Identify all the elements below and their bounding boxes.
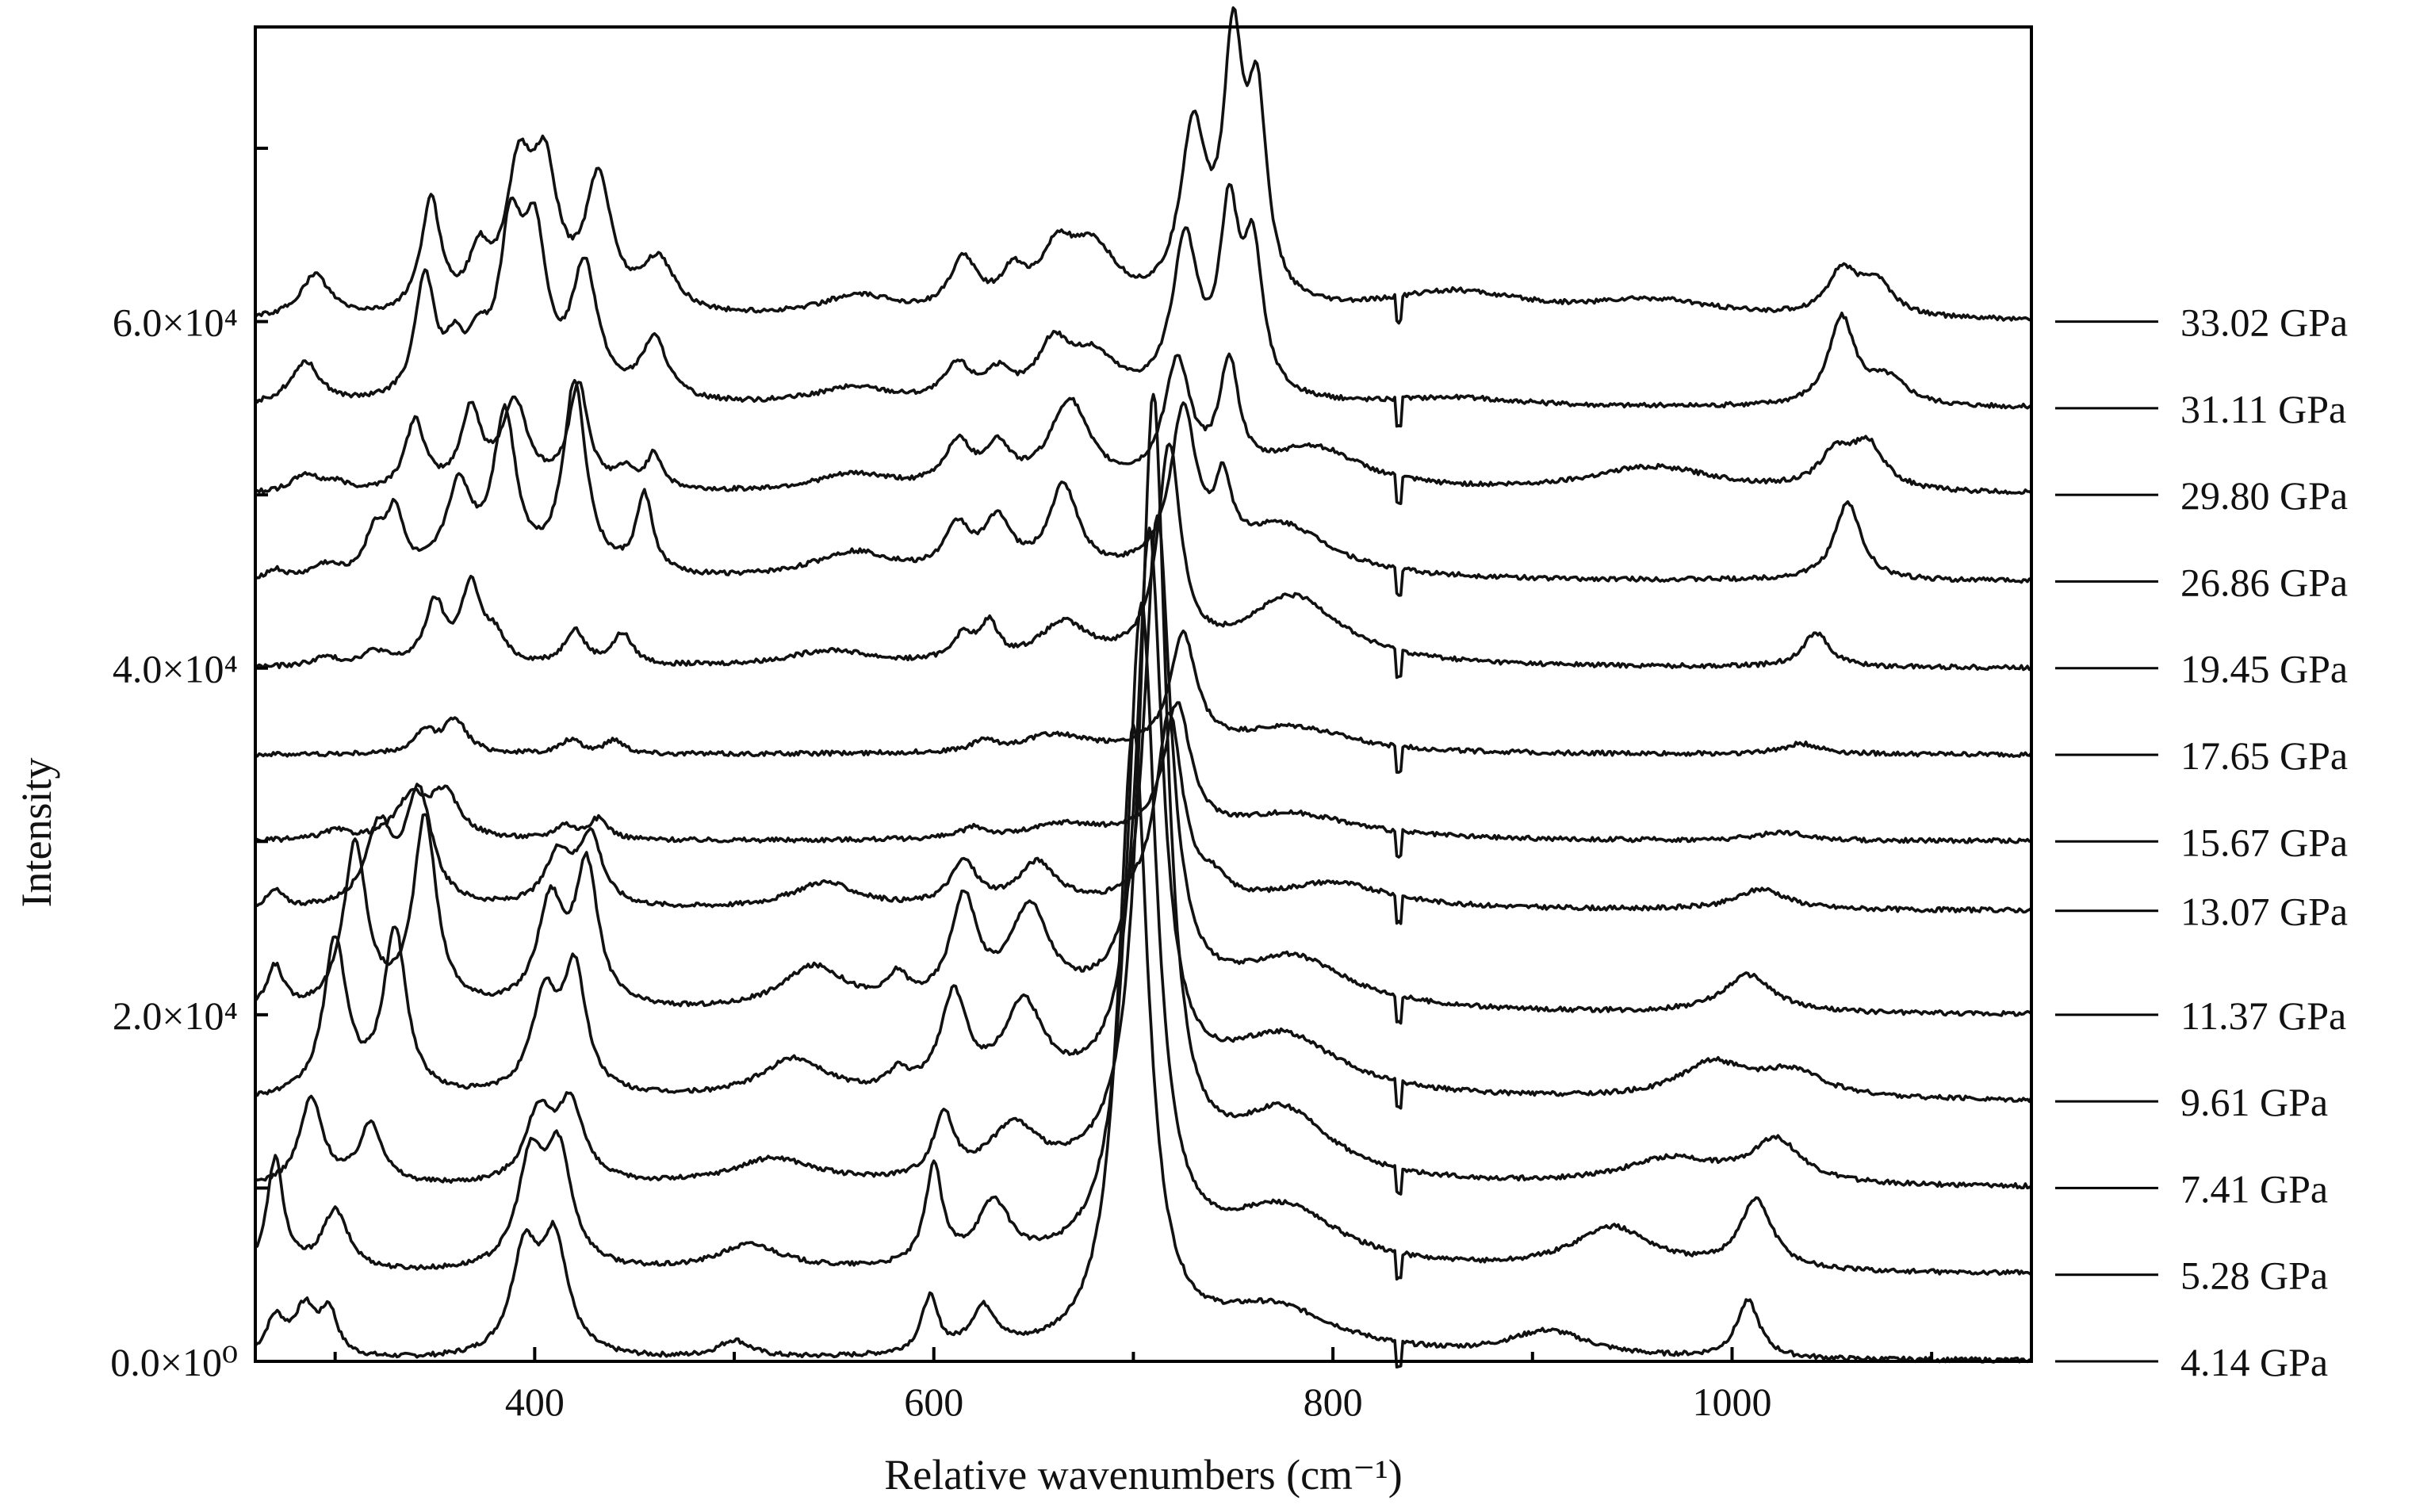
x-axis: 400 600 800 1000 bbox=[333, 1347, 1934, 1424]
spectrum-33-02-gpa bbox=[254, 6, 2032, 325]
legend-label: 29.80 GPa bbox=[2180, 473, 2348, 518]
legend-label: 13.07 GPa bbox=[2180, 890, 2348, 934]
x-axis-label: Relative wavenumbers (cm⁻¹) bbox=[884, 1451, 1402, 1499]
spectrum-31-11-gpa bbox=[254, 182, 2033, 428]
plot-frame bbox=[254, 25, 2033, 1363]
spectrum-29-80-gpa bbox=[255, 352, 2033, 506]
pressure-legend: 4.14 GPa 5.28 GPa 7.41 GPa 9.61 GPa 11.37 GP… bbox=[2055, 300, 2348, 1384]
x-tick-label: 1000 bbox=[1692, 1380, 1771, 1424]
y-tick-label: 4.0×10⁴ bbox=[113, 647, 238, 691]
legend-label: 17.65 GPa bbox=[2180, 733, 2348, 778]
spectrum-17-65-gpa bbox=[255, 629, 2033, 774]
legend-label: 15.67 GPa bbox=[2180, 820, 2348, 864]
spectrum-7-41-gpa bbox=[255, 392, 2033, 1196]
spectrum-13-07-gpa bbox=[254, 711, 2033, 925]
y-tick-label: 2.0×10⁴ bbox=[113, 993, 238, 1038]
y-tick-label: 6.0×10⁴ bbox=[113, 300, 238, 345]
spectrum-19-45-gpa bbox=[254, 442, 2033, 679]
x-tick-label: 600 bbox=[904, 1380, 963, 1424]
spectrum-4-14-gpa bbox=[254, 723, 2032, 1368]
legend-label: 33.02 GPa bbox=[2180, 300, 2348, 345]
legend-label: 31.11 GPa bbox=[2180, 387, 2346, 431]
y-axis-label: Intensity bbox=[13, 758, 60, 908]
legend-label: 26.86 GPa bbox=[2180, 560, 2348, 604]
legend-label: 7.41 GPa bbox=[2180, 1166, 2328, 1211]
x-tick-label: 800 bbox=[1304, 1380, 1363, 1424]
spectrum-15-67-gpa bbox=[255, 701, 2031, 859]
y-tick-label: 0.0×10⁰ bbox=[110, 1340, 238, 1384]
legend-label: 4.14 GPa bbox=[2180, 1340, 2328, 1384]
spectrum-11-37-gpa bbox=[254, 514, 2033, 1025]
spectrum-26-86-gpa bbox=[254, 378, 2031, 597]
x-tick-label: 400 bbox=[505, 1380, 565, 1424]
legend-label: 5.28 GPa bbox=[2180, 1254, 2328, 1298]
legend-label: 9.61 GPa bbox=[2180, 1080, 2328, 1124]
y-axis: 0.0×10⁰ 2.0×10⁴ 4.0×10⁴ 6.0×10⁴ bbox=[110, 147, 268, 1384]
spectrum-traces bbox=[254, 6, 2033, 1368]
spectrum-9-61-gpa bbox=[255, 526, 2033, 1110]
legend-label: 19.45 GPa bbox=[2180, 647, 2348, 691]
legend-label: 11.37 GPa bbox=[2180, 993, 2346, 1038]
